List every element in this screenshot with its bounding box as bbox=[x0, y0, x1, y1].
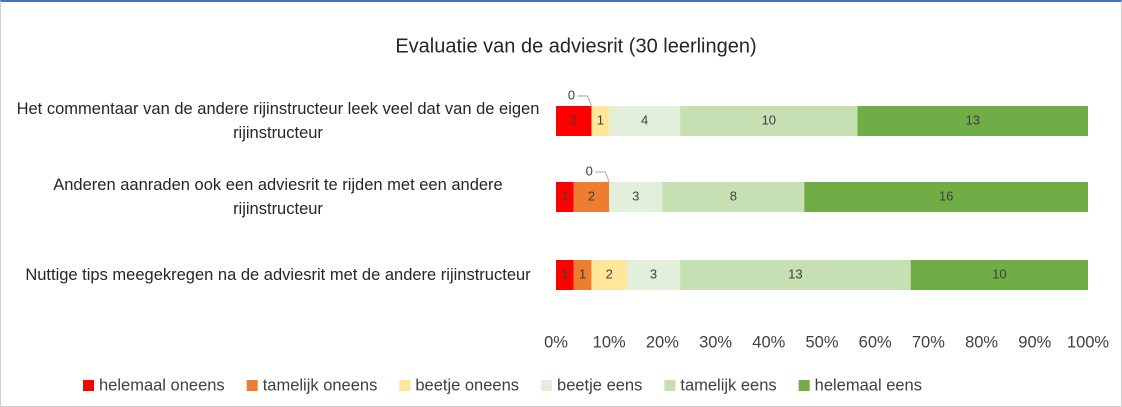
data-label: 13 bbox=[788, 266, 802, 281]
leader-line bbox=[595, 171, 610, 183]
legend-label: helemaal oneens bbox=[99, 376, 225, 394]
data-label: 2 bbox=[606, 266, 613, 281]
category-label: Anderen aanraden ook een adviesrit te ri… bbox=[53, 176, 503, 218]
x-tick-label: 90% bbox=[1018, 333, 1051, 351]
data-label: 0 bbox=[586, 163, 593, 178]
data-label: 10 bbox=[992, 266, 1006, 281]
legend-swatch bbox=[246, 380, 258, 391]
x-tick-label: 80% bbox=[965, 333, 998, 351]
data-label: 2 bbox=[588, 188, 595, 203]
legend-label: tamelijk oneens bbox=[263, 376, 378, 394]
bar-segment bbox=[662, 182, 805, 212]
x-tick-label: 10% bbox=[593, 333, 626, 351]
data-label: 0 bbox=[568, 87, 575, 102]
legend-swatch bbox=[83, 380, 94, 391]
data-label: 2 bbox=[570, 112, 577, 127]
data-label: 1 bbox=[579, 266, 586, 281]
x-tick-label: 0% bbox=[544, 333, 568, 351]
bar-segment bbox=[556, 106, 592, 136]
x-tick-label: 30% bbox=[699, 333, 732, 351]
legend-swatch bbox=[541, 380, 553, 391]
legend-label: helemaal eens bbox=[815, 376, 922, 394]
x-tick-label: 50% bbox=[805, 333, 838, 351]
bar-segment bbox=[573, 260, 592, 290]
data-label: 16 bbox=[939, 188, 953, 203]
bar-segment bbox=[910, 260, 1088, 290]
legend-label: beetje oneens bbox=[415, 376, 519, 394]
leader-line bbox=[577, 95, 592, 107]
bar-segment bbox=[626, 260, 681, 290]
data-label: 8 bbox=[730, 188, 737, 203]
legend-label: tamelijk eens bbox=[680, 376, 776, 394]
bar-segment bbox=[680, 106, 858, 136]
data-label: 1 bbox=[561, 266, 568, 281]
x-tick-label: 100% bbox=[1067, 333, 1110, 351]
bar-segment bbox=[609, 182, 663, 212]
legend-swatch bbox=[664, 380, 676, 391]
bar-segment bbox=[591, 106, 610, 136]
bar-segment bbox=[804, 182, 1088, 212]
x-tick-label: 20% bbox=[646, 333, 679, 351]
category-label: Nuttige tips meegekregen na de adviesrit… bbox=[25, 266, 531, 284]
bar-segment bbox=[591, 260, 627, 290]
x-tick-label: 40% bbox=[752, 333, 785, 351]
data-label: 1 bbox=[597, 112, 604, 127]
chart-title: Evaluatie van de adviesrit (30 leerlinge… bbox=[395, 35, 756, 57]
data-label: 10 bbox=[762, 112, 776, 127]
bar-segment bbox=[556, 182, 574, 212]
bar-segment bbox=[573, 182, 610, 212]
bar-segment bbox=[680, 260, 911, 290]
legend-swatch bbox=[399, 380, 411, 391]
bar-segment bbox=[556, 260, 574, 290]
data-label: 13 bbox=[965, 112, 979, 127]
data-label: 3 bbox=[650, 266, 657, 281]
legend-swatch bbox=[798, 380, 810, 391]
x-tick-label: 70% bbox=[912, 333, 945, 351]
data-label: 3 bbox=[632, 188, 639, 203]
data-label: 4 bbox=[641, 112, 648, 127]
x-tick-label: 60% bbox=[859, 333, 892, 351]
data-label: 1 bbox=[561, 188, 568, 203]
legend-label: beetje eens bbox=[557, 376, 642, 394]
bar-segment bbox=[609, 106, 681, 136]
bar-segment bbox=[857, 106, 1088, 136]
category-label: Het commentaar van de andere rijinstruct… bbox=[16, 100, 540, 142]
